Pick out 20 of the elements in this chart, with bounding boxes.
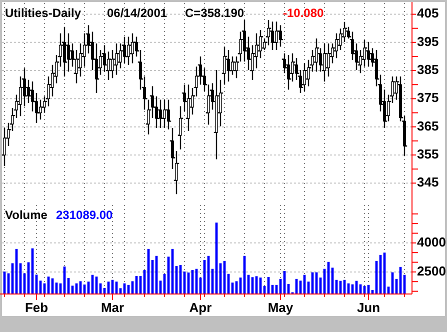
y-tick-label: 405: [417, 6, 439, 21]
annotation: C=358.190: [185, 6, 244, 20]
chart-title: Volume: [5, 208, 48, 222]
y-tick-label: 385: [417, 62, 439, 77]
y-tick-label: 375: [417, 90, 439, 106]
y-tick-label: 355: [417, 146, 439, 162]
y-tick-label: 345: [417, 174, 439, 190]
y-tick-label: 2500: [417, 263, 446, 278]
annotation: 231089.00: [56, 208, 114, 222]
annotation: -10.080: [283, 6, 324, 20]
y-tick-label: 365: [417, 118, 439, 134]
x-tick-label: Feb: [24, 300, 48, 315]
y-tick-label: 4000: [417, 234, 446, 250]
x-tick-label: Apr: [189, 300, 212, 315]
x-tick-label: Jun: [356, 300, 380, 315]
x-tick-label: May: [268, 300, 294, 315]
x-tick-label: Mar: [100, 300, 124, 315]
chart-title: Utilities-Daily: [5, 6, 82, 20]
y-tick-label: 395: [417, 34, 439, 49]
annotation: 06/14/2001: [107, 6, 168, 20]
